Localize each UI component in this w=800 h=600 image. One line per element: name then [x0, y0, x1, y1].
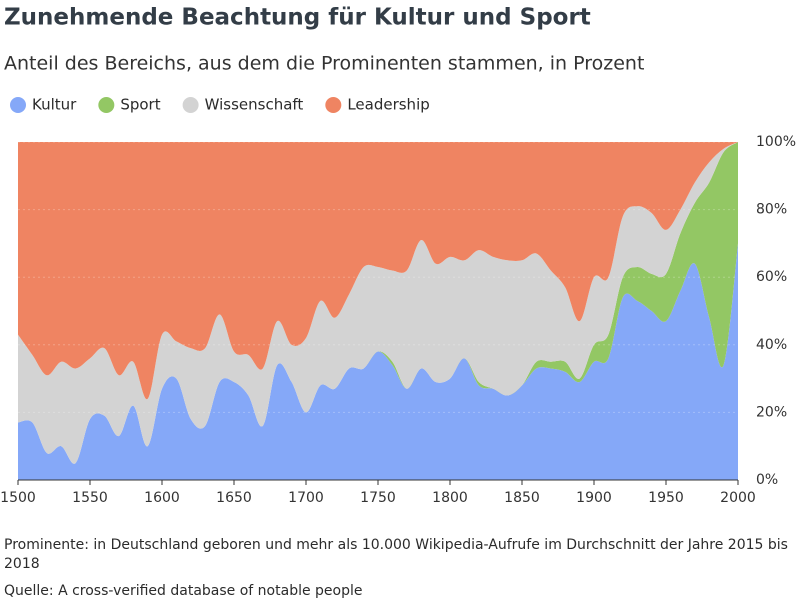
area	[18, 142, 738, 464]
x-tick-label: 1750	[360, 490, 396, 506]
y-tick-label: 60%	[756, 269, 787, 285]
legend-label: Kultur	[32, 96, 77, 114]
x-tick-label: 1700	[288, 490, 324, 506]
note: Prominente: in Deutschland geboren und m…	[4, 537, 788, 572]
x-tick-label: 1800	[432, 490, 468, 506]
x-tick-label: 1650	[216, 490, 252, 506]
legend-label: Wissenschaft	[205, 96, 304, 114]
x-tick-label: 1600	[144, 490, 180, 506]
x-tick-label: 1850	[504, 490, 540, 506]
legend-label: Leadership	[347, 96, 429, 114]
legend-swatch	[182, 97, 199, 113]
x-tick-label: 1900	[576, 490, 612, 506]
chart-subtitle: Anteil des Bereichs, aus dem die Promine…	[4, 53, 644, 75]
y-tick-label: 20%	[756, 404, 787, 420]
x-tick-label: 1550	[72, 490, 108, 506]
legend-swatch	[10, 97, 26, 113]
legend-label: Sport	[120, 96, 160, 114]
x-tick-label: 2000	[720, 490, 756, 506]
y-tick-label: 80%	[756, 202, 787, 218]
x-tick-label: 1950	[648, 490, 684, 506]
legend-swatch	[98, 97, 115, 113]
note-box: Prominente: in Deutschland geboren und m…	[4, 537, 788, 572]
y-tick-label: 40%	[756, 337, 787, 353]
y-tick-label: 0%	[756, 472, 778, 488]
x-tick-label: 1500	[0, 490, 36, 506]
y-tick-label: 100%	[756, 134, 796, 150]
chart-title: Zunehmende Beachtung für Kultur und Spor…	[4, 5, 591, 31]
source: Quelle: A cross-verified database of not…	[4, 583, 362, 599]
area	[18, 243, 738, 480]
area	[18, 142, 738, 400]
legend-swatch	[325, 97, 342, 113]
